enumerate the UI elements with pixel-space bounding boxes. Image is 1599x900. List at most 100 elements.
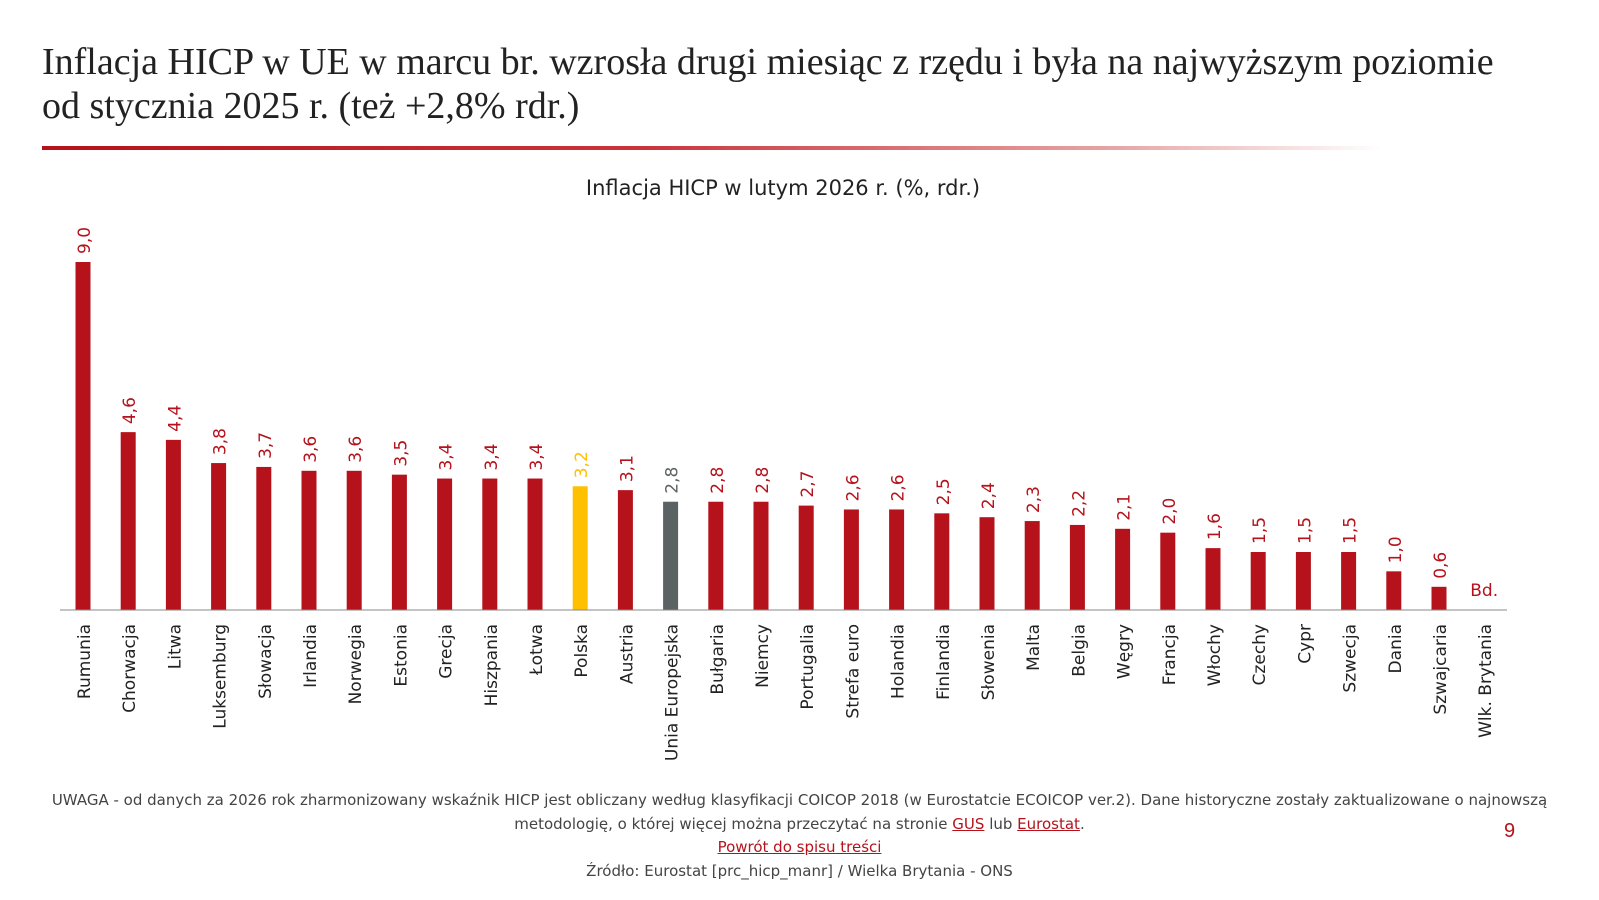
category-label-francja: Francja — [1160, 624, 1180, 685]
bar-strefa-euro — [843, 509, 859, 610]
bar-dania — [1386, 571, 1402, 610]
title-divider — [42, 146, 1382, 150]
page-number: 9 — [1504, 820, 1516, 842]
value-label-holandia: 2,6 — [889, 474, 909, 501]
category-label-czechy: Czechy — [1250, 624, 1270, 685]
value-label-wlochy: 1,6 — [1205, 513, 1225, 540]
bar-wegry — [1115, 528, 1131, 610]
note-text: metodologię, o której więcej można przec… — [514, 815, 953, 833]
category-label-slowenia: Słowenia — [979, 624, 999, 700]
category-label-wlk-brytania: Wlk. Brytania — [1476, 624, 1496, 738]
title-line-1: Inflacja HICP w UE w marcu br. wzrosła d… — [42, 41, 1494, 83]
category-label-chorwacja: Chorwacja — [120, 624, 140, 713]
value-label-lotwa: 3,4 — [527, 443, 547, 470]
value-label-belgia: 2,2 — [1069, 490, 1089, 517]
category-label-unia-europejska: Unia Europejska — [663, 624, 683, 761]
category-label-norwegia: Norwegia — [346, 624, 366, 704]
bar-rumunia — [75, 262, 91, 610]
bar-chorwacja — [120, 432, 136, 610]
value-label-czechy: 1,5 — [1250, 517, 1270, 544]
category-label-luksemburg: Luksemburg — [211, 624, 231, 729]
bar-grecja — [437, 478, 453, 610]
value-label-wegry: 2,1 — [1115, 494, 1135, 521]
value-label-strefa-euro: 2,6 — [843, 474, 863, 501]
eurostat-link[interactable]: Eurostat — [1017, 815, 1080, 833]
bar-estonia — [391, 474, 407, 610]
value-label-niemcy: 2,8 — [753, 467, 773, 494]
value-label-chorwacja: 4,6 — [120, 397, 140, 424]
category-label-dania: Dania — [1386, 624, 1406, 673]
value-label-finlandia: 2,5 — [934, 478, 954, 505]
category-label-niemcy: Niemcy — [753, 624, 773, 688]
category-label-hiszpania: Hiszpania — [482, 624, 502, 706]
category-label-holandia: Holandia — [889, 624, 909, 699]
value-label-grecja: 3,4 — [437, 443, 457, 470]
category-label-belgia: Belgia — [1069, 624, 1089, 677]
value-label-francja: 2,0 — [1160, 498, 1180, 525]
value-label-unia-europejska: 2,8 — [663, 467, 683, 494]
note-end: . — [1079, 815, 1085, 833]
bar-czechy — [1250, 552, 1266, 610]
bar-holandia — [889, 509, 905, 610]
value-label-wlk-brytania: Bd. — [1470, 581, 1498, 601]
category-label-malta: Malta — [1024, 624, 1044, 671]
value-label-portugalia: 2,7 — [798, 471, 818, 498]
category-label-austria: Austria — [617, 624, 637, 684]
value-label-irlandia: 3,6 — [301, 436, 321, 463]
value-label-szwajcaria: 0,6 — [1431, 552, 1451, 579]
value-label-rumunia: 9,0 — [75, 227, 95, 254]
gus-link[interactable]: GUS — [952, 815, 985, 833]
bar-austria — [617, 490, 633, 610]
category-label-portugalia: Portugalia — [798, 624, 818, 710]
category-label-irlandia: Irlandia — [301, 624, 321, 688]
value-label-litwa: 4,4 — [165, 405, 185, 432]
bar-luksemburg — [211, 463, 227, 610]
bar-norwegia — [346, 470, 362, 610]
value-label-austria: 3,1 — [617, 455, 637, 482]
value-label-cypr: 1,5 — [1295, 517, 1315, 544]
category-label-slowacja: Słowacja — [256, 624, 276, 699]
value-label-estonia: 3,5 — [391, 440, 411, 467]
bar-lotwa — [527, 478, 543, 610]
value-label-dania: 1,0 — [1386, 536, 1406, 563]
back-to-toc-link[interactable]: Powrót do spisu treści — [717, 838, 882, 856]
page-title: Inflacja HICP w UE w marcu br. wzrosła d… — [42, 40, 1572, 128]
category-label-bulgaria: Bułgaria — [708, 624, 728, 695]
bar-unia-europejska — [663, 501, 679, 610]
category-label-szwecja: Szwecja — [1341, 624, 1361, 693]
methodology-note-line-1: UWAGA - od danych za 2026 rok zharmonizo… — [51, 791, 1548, 809]
bar-niemcy — [753, 501, 769, 610]
category-label-lotwa: Łotwa — [527, 624, 547, 676]
bar-szwecja — [1341, 552, 1357, 610]
note-conjunction: lub — [984, 815, 1018, 833]
methodology-note-line-2: metodologię, o której więcej można przec… — [0, 815, 1599, 833]
category-label-cypr: Cypr — [1295, 624, 1315, 664]
bar-irlandia — [301, 470, 317, 610]
bar-slowacja — [256, 466, 272, 610]
value-label-hiszpania: 3,4 — [482, 443, 502, 470]
category-label-litwa: Litwa — [165, 624, 185, 669]
category-label-estonia: Estonia — [391, 624, 411, 687]
value-label-slowenia: 2,4 — [979, 482, 999, 509]
bar-polska — [572, 486, 588, 610]
category-label-polska: Polska — [572, 624, 592, 678]
bar-malta — [1024, 521, 1040, 610]
value-label-norwegia: 3,6 — [346, 436, 366, 463]
source-note: Źródło: Eurostat [prc_hicp_manr] / Wielk… — [586, 862, 1013, 880]
bar-slowenia — [979, 517, 995, 610]
category-label-finlandia: Finlandia — [934, 624, 954, 700]
category-label-szwajcaria: Szwajcaria — [1431, 624, 1451, 715]
category-label-rumunia: Rumunia — [75, 624, 95, 699]
bar-finlandia — [934, 513, 950, 610]
category-label-strefa-euro: Strefa euro — [843, 624, 863, 719]
title-line-2: od stycznia 2025 r. (też +2,8% rdr.) — [42, 85, 580, 127]
value-label-slowacja: 3,7 — [256, 432, 276, 459]
bar-portugalia — [798, 505, 814, 610]
bar-francja — [1160, 532, 1176, 610]
bar-bulgaria — [708, 501, 724, 610]
bar-szwajcaria — [1431, 586, 1447, 610]
category-label-wegry: Węgry — [1115, 624, 1135, 679]
category-label-wlochy: Włochy — [1205, 624, 1225, 686]
bar-chart: Inflacja HICP w lutym 2026 r. (%, rdr.) … — [60, 176, 1507, 761]
value-label-bulgaria: 2,8 — [708, 467, 728, 494]
